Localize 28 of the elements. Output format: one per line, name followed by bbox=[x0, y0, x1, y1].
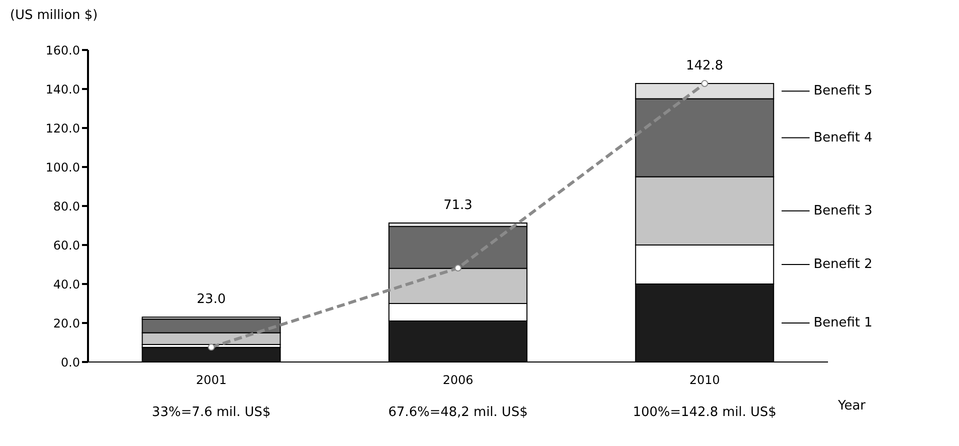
point bbox=[208, 344, 215, 351]
total-label: 142.8 bbox=[686, 58, 724, 74]
text: 33%=7.6 mil. US$ bbox=[152, 405, 271, 420]
y-tick-label: 60.0 bbox=[53, 238, 80, 252]
y-tick-label: 80.0 bbox=[53, 199, 80, 214]
legend-label: Benefit 2 bbox=[814, 257, 872, 272]
x-axis-title: Year bbox=[837, 398, 866, 414]
x-tick-label: 2006 bbox=[442, 373, 474, 387]
y-axis-title: (US million $) bbox=[9, 8, 99, 25]
legend-label: Benefit 4 bbox=[814, 130, 872, 146]
point bbox=[454, 264, 462, 272]
legend-label: Benefit 1 bbox=[814, 316, 872, 330]
y-tick-label: 40.0 bbox=[53, 277, 80, 292]
y-tick-label: 0.0 bbox=[60, 355, 80, 370]
point bbox=[701, 80, 708, 88]
legend-label: Benefit 5 bbox=[814, 84, 872, 99]
text: 100%=142.8 mil. US$ bbox=[632, 405, 776, 420]
y-tick-label: 120.0 bbox=[46, 121, 80, 136]
total-label: 23.0 bbox=[196, 292, 226, 308]
y-tick-label: 160.0 bbox=[46, 43, 80, 58]
total-label: 71.3 bbox=[443, 198, 472, 213]
legend-label: Benefit 3 bbox=[814, 203, 872, 218]
x-tick-label: 2001 bbox=[196, 373, 227, 387]
text: 67.6%=48,2 mil. US$ bbox=[388, 405, 528, 420]
y-tick-label: 140.0 bbox=[46, 82, 80, 96]
x-tick-label: 2010 bbox=[689, 373, 720, 387]
y-tick-label: 100.0 bbox=[46, 160, 80, 174]
y-tick-label: 20.0 bbox=[53, 316, 80, 330]
